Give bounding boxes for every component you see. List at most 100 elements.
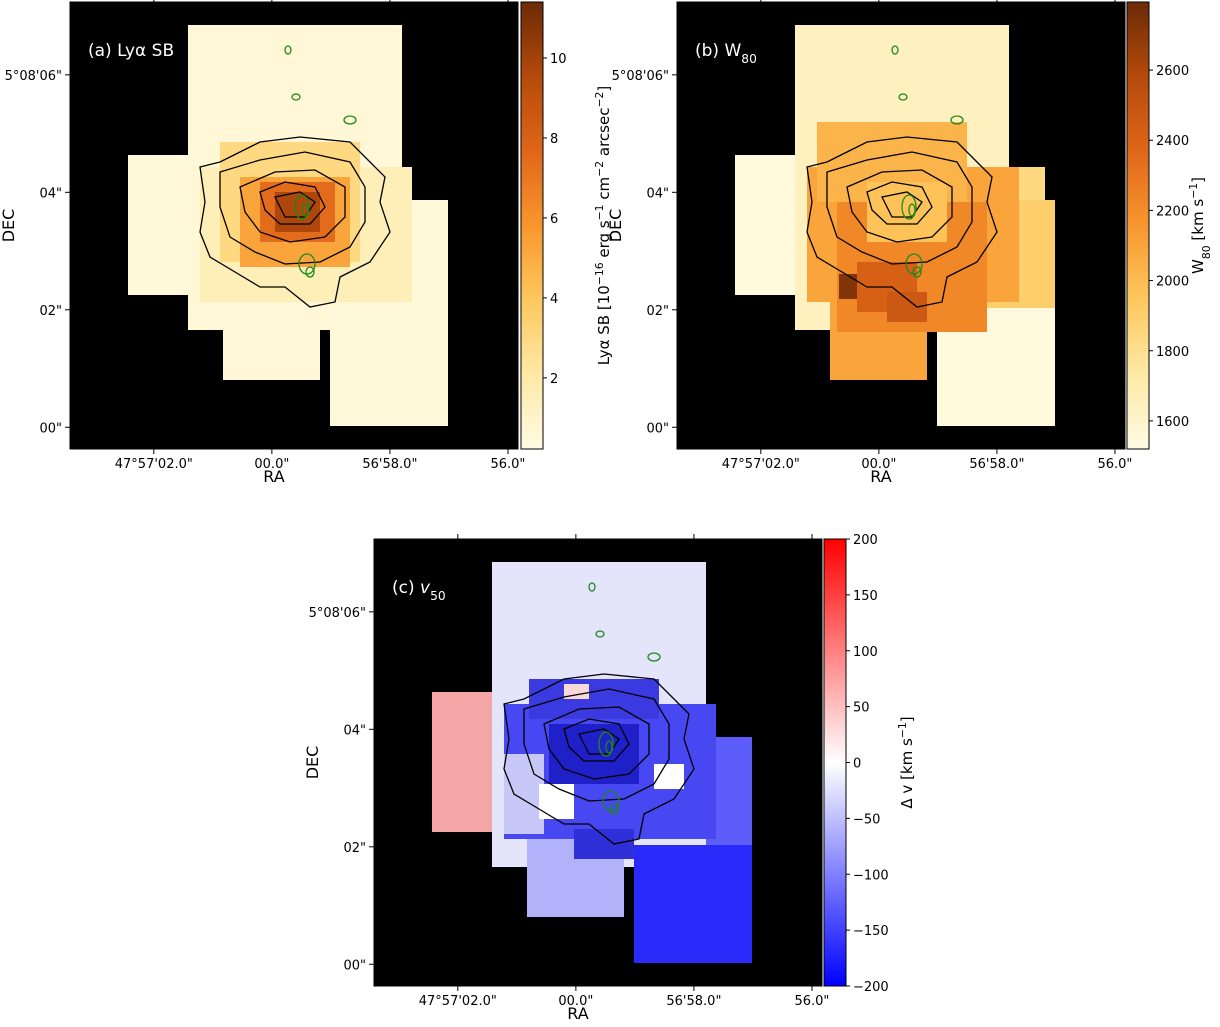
label-part: Lyα SB [10: [595, 285, 613, 365]
label-part: (b) W: [695, 41, 741, 61]
label-part: −1: [896, 722, 909, 738]
label-part: erg s: [595, 220, 613, 262]
green-contour: [605, 740, 613, 754]
colorbar-tick-label: 100: [853, 645, 878, 660]
label-part: −2: [593, 161, 606, 177]
x-tick-label: 56.0": [490, 457, 525, 472]
map-tile: [887, 292, 927, 322]
y-tick-label: 00": [343, 958, 366, 973]
colorbar-tick-label: 2600: [1156, 64, 1189, 79]
map: [432, 562, 752, 963]
colorbar-tick-label: 10: [550, 52, 567, 67]
map-tile: [128, 155, 188, 295]
map-tile: [223, 300, 320, 380]
y-tick-label: 5°08'06": [309, 606, 366, 621]
label-part: v: [420, 578, 431, 598]
colorbar-tick-label: 1800: [1156, 345, 1189, 360]
label-part: (a) Lyα SB: [88, 41, 174, 61]
map-tile: [330, 308, 448, 426]
panel-label: (b) W80: [695, 41, 757, 66]
green-contour: [291, 93, 301, 101]
x-tick-label: 56'58.0": [362, 457, 417, 472]
lya-contour: [503, 673, 695, 845]
x-tick-label: 00.0": [558, 994, 593, 1009]
label-part: Δ v [km s: [898, 738, 916, 809]
y-tick-label: 02": [39, 304, 62, 319]
green-contour: [950, 115, 964, 125]
colorbar-tick-label: 4: [550, 292, 558, 307]
y-tick-label: 02": [343, 841, 366, 856]
y-tick-label: 04": [343, 723, 366, 738]
label-part: (c): [392, 578, 420, 598]
panel: (b) W80 47°57'02.0" 00.0" 56'58.0" 56.0" 5°08…: [606, 0, 1213, 486]
y-tick-label: 00": [646, 421, 669, 436]
colorbar-tick-label: 50: [853, 701, 870, 716]
y-axis-label: DEC: [606, 209, 625, 243]
green-contour: [905, 253, 923, 275]
colorbar-tick-label: 150: [853, 589, 878, 604]
label-part: −2: [593, 92, 606, 108]
map-tile: [634, 845, 752, 963]
colorbar: [520, 1, 544, 450]
label-part: ]: [1189, 177, 1207, 183]
y-tick-label: 04": [646, 186, 669, 201]
colorbar-tick-label: 2000: [1156, 275, 1189, 290]
colorbar-tick-label: 1600: [1156, 415, 1189, 430]
colorbar-tick-label: 200: [853, 533, 878, 548]
x-tick-label: 47°57'02.0": [722, 457, 800, 472]
axes-frame: [373, 538, 823, 987]
colorbar-tick-label: −100: [853, 868, 889, 883]
green-contour: [301, 203, 309, 217]
colorbar-tick-label: 6: [550, 212, 558, 227]
green-contour: [609, 803, 619, 815]
lya-contour: [806, 136, 998, 308]
x-tick-label: 00.0": [861, 457, 896, 472]
panel: (a) Lyα SB 47°57'02.0" 00.0" 56'58.0" 56.0" 5…: [0, 0, 613, 486]
green-contour: [298, 253, 316, 275]
label-part: 80: [741, 52, 757, 66]
green-contour: [912, 266, 922, 278]
x-tick-label: 56.0": [1097, 457, 1132, 472]
green-contour: [891, 45, 899, 55]
y-tick-label: 5°08'06": [612, 69, 669, 84]
x-tick-label: 56'58.0": [969, 457, 1024, 472]
label-part: W: [1189, 259, 1207, 274]
y-axis-label: DEC: [303, 746, 322, 780]
colorbar-tick-label: 2: [550, 372, 558, 387]
label-part: −16: [593, 262, 606, 285]
y-tick-label: 5°08'06": [5, 69, 62, 84]
green-contour: [647, 652, 661, 662]
label-part: −1: [1187, 183, 1200, 199]
y-tick-label: 02": [646, 304, 669, 319]
map-tile: [867, 182, 947, 242]
y-axis-label: DEC: [0, 209, 18, 243]
label-part: −1: [593, 204, 606, 220]
x-tick-label: 56'58.0": [666, 994, 721, 1009]
colorbar-tick-label: 8: [550, 132, 558, 147]
green-contour: [284, 45, 292, 55]
green-contour: [598, 731, 614, 757]
green-contour: [908, 203, 916, 217]
lya-contour: [199, 136, 391, 308]
axes-frame: [69, 1, 519, 450]
x-tick-label: 00.0": [254, 457, 289, 472]
x-tick-label: 56.0": [794, 994, 829, 1009]
axes-frame: [676, 1, 1126, 450]
x-axis-label: RA: [870, 467, 891, 486]
y-tick-label: 00": [39, 421, 62, 436]
colorbar-label: W80 [km s−1]: [1187, 177, 1213, 274]
colorbar-tick-label: 2400: [1156, 134, 1189, 149]
green-contour: [602, 790, 620, 812]
green-contour: [898, 93, 908, 101]
map: [128, 25, 448, 426]
colorbar: [1126, 1, 1150, 450]
map-tile: [504, 754, 544, 834]
label-part: ]: [595, 86, 613, 92]
label-part: arcsec: [595, 108, 613, 161]
map-tile: [529, 679, 659, 719]
x-tick-label: 47°57'02.0": [115, 457, 193, 472]
green-contour: [343, 115, 357, 125]
colorbar-tick-label: −50: [853, 812, 880, 827]
